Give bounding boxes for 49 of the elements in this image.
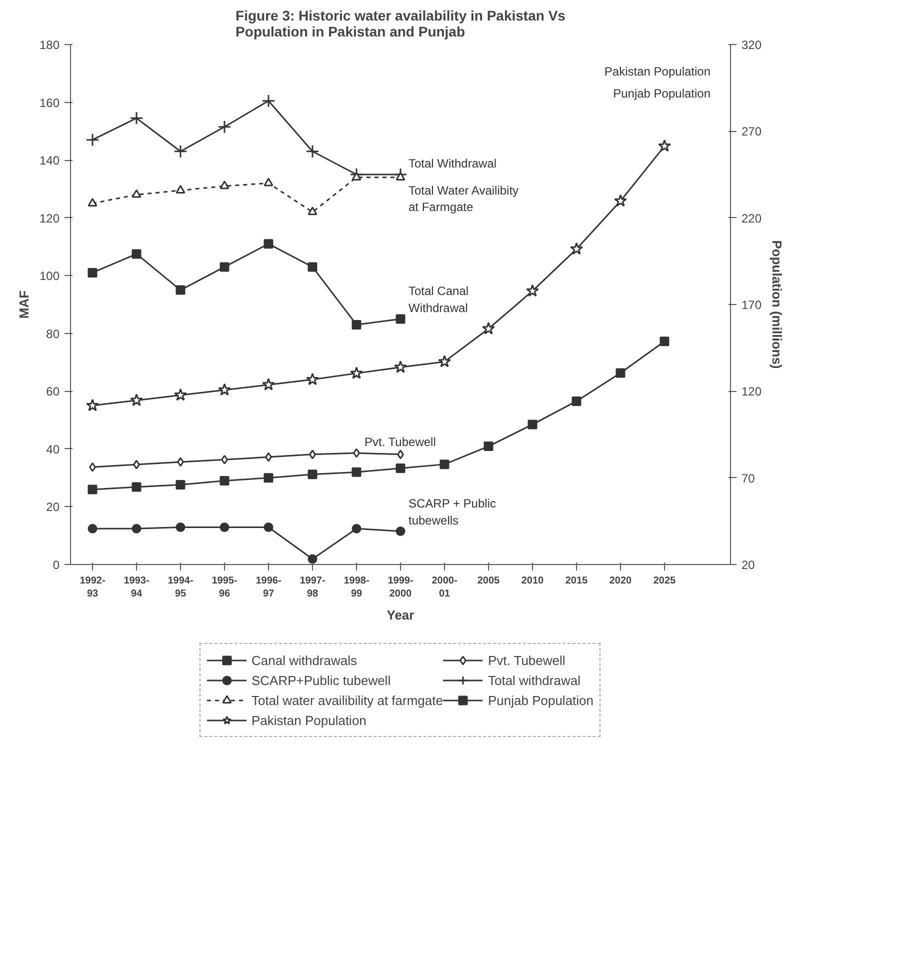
x-tick-label: 2005 xyxy=(477,576,500,586)
annotation: Pvt. Tubewell xyxy=(364,434,436,449)
x-tick-label: 1998-99 xyxy=(344,576,370,600)
legend-label: Canal withdrawals xyxy=(251,652,357,668)
annotation: SCARP + Public tubewells xyxy=(408,496,496,528)
annotation: Total Water Availibity at Farmgate xyxy=(408,183,519,214)
x-tick-label: 2025 xyxy=(653,576,676,586)
x-tick-label: 1995-96 xyxy=(212,576,238,600)
y2-tick-label: 120 xyxy=(742,384,762,399)
y2-tick-label: 20 xyxy=(742,558,756,572)
annotation: Total Canal Withdrawal xyxy=(408,284,469,315)
x-tick-label: 1999-2000 xyxy=(388,576,414,600)
x-tick-label: 1992-93 xyxy=(80,576,106,600)
x-tick-label: 1993-94 xyxy=(124,576,150,600)
x-tick-label: 2015 xyxy=(565,576,588,586)
y-tick-label: 160 xyxy=(39,96,60,110)
y-tick-label: 60 xyxy=(46,384,60,399)
y-axis-title: MAF xyxy=(16,290,32,319)
legend-label: Total withdrawal xyxy=(488,672,580,688)
annotation: Pakistan Population xyxy=(604,64,711,78)
legend-label: Punjab Population xyxy=(488,692,594,708)
x-tick-label: 1996-97 xyxy=(256,576,282,600)
y2-axis-title: Population (millions) xyxy=(770,240,785,369)
legend-label: Pvt. Tubewell xyxy=(488,652,566,668)
x-tick-label: 1994-95 xyxy=(168,576,194,600)
x-tick-label: 2000-01 xyxy=(432,576,458,600)
y-tick-label: 20 xyxy=(46,500,60,514)
y2-tick-label: 220 xyxy=(742,211,762,226)
y-tick-label: 80 xyxy=(46,326,60,341)
y-tick-label: 100 xyxy=(39,269,60,284)
y-tick-label: 40 xyxy=(46,442,60,456)
y-tick-label: 180 xyxy=(39,38,60,52)
chart-title: Figure 3: Historic water availability in Pakistan Vs Population in Pakistan and Punjab xyxy=(236,8,566,40)
x-tick-label: 1997-98 xyxy=(300,576,326,600)
x-axis-title: Year xyxy=(386,608,414,623)
y-tick-label: 0 xyxy=(52,558,60,572)
annotation: Total Withdrawal xyxy=(408,156,497,170)
x-tick-label: 2010 xyxy=(521,576,544,586)
y2-tick-label: 170 xyxy=(742,298,762,312)
legend-label: SCARP+Public tubewell xyxy=(251,672,391,688)
y2-tick-label: 270 xyxy=(742,124,762,139)
legend-label: Pakistan Population xyxy=(251,712,366,728)
legend-label: Total water availibility at farmgate xyxy=(251,692,443,708)
y2-tick-label: 320 xyxy=(742,38,762,52)
y-tick-label: 140 xyxy=(39,154,60,168)
x-tick-label: 2020 xyxy=(609,576,632,586)
y2-tick-label: 70 xyxy=(742,471,756,486)
annotation: Punjab Population xyxy=(613,86,711,100)
y-tick-label: 120 xyxy=(39,211,60,226)
